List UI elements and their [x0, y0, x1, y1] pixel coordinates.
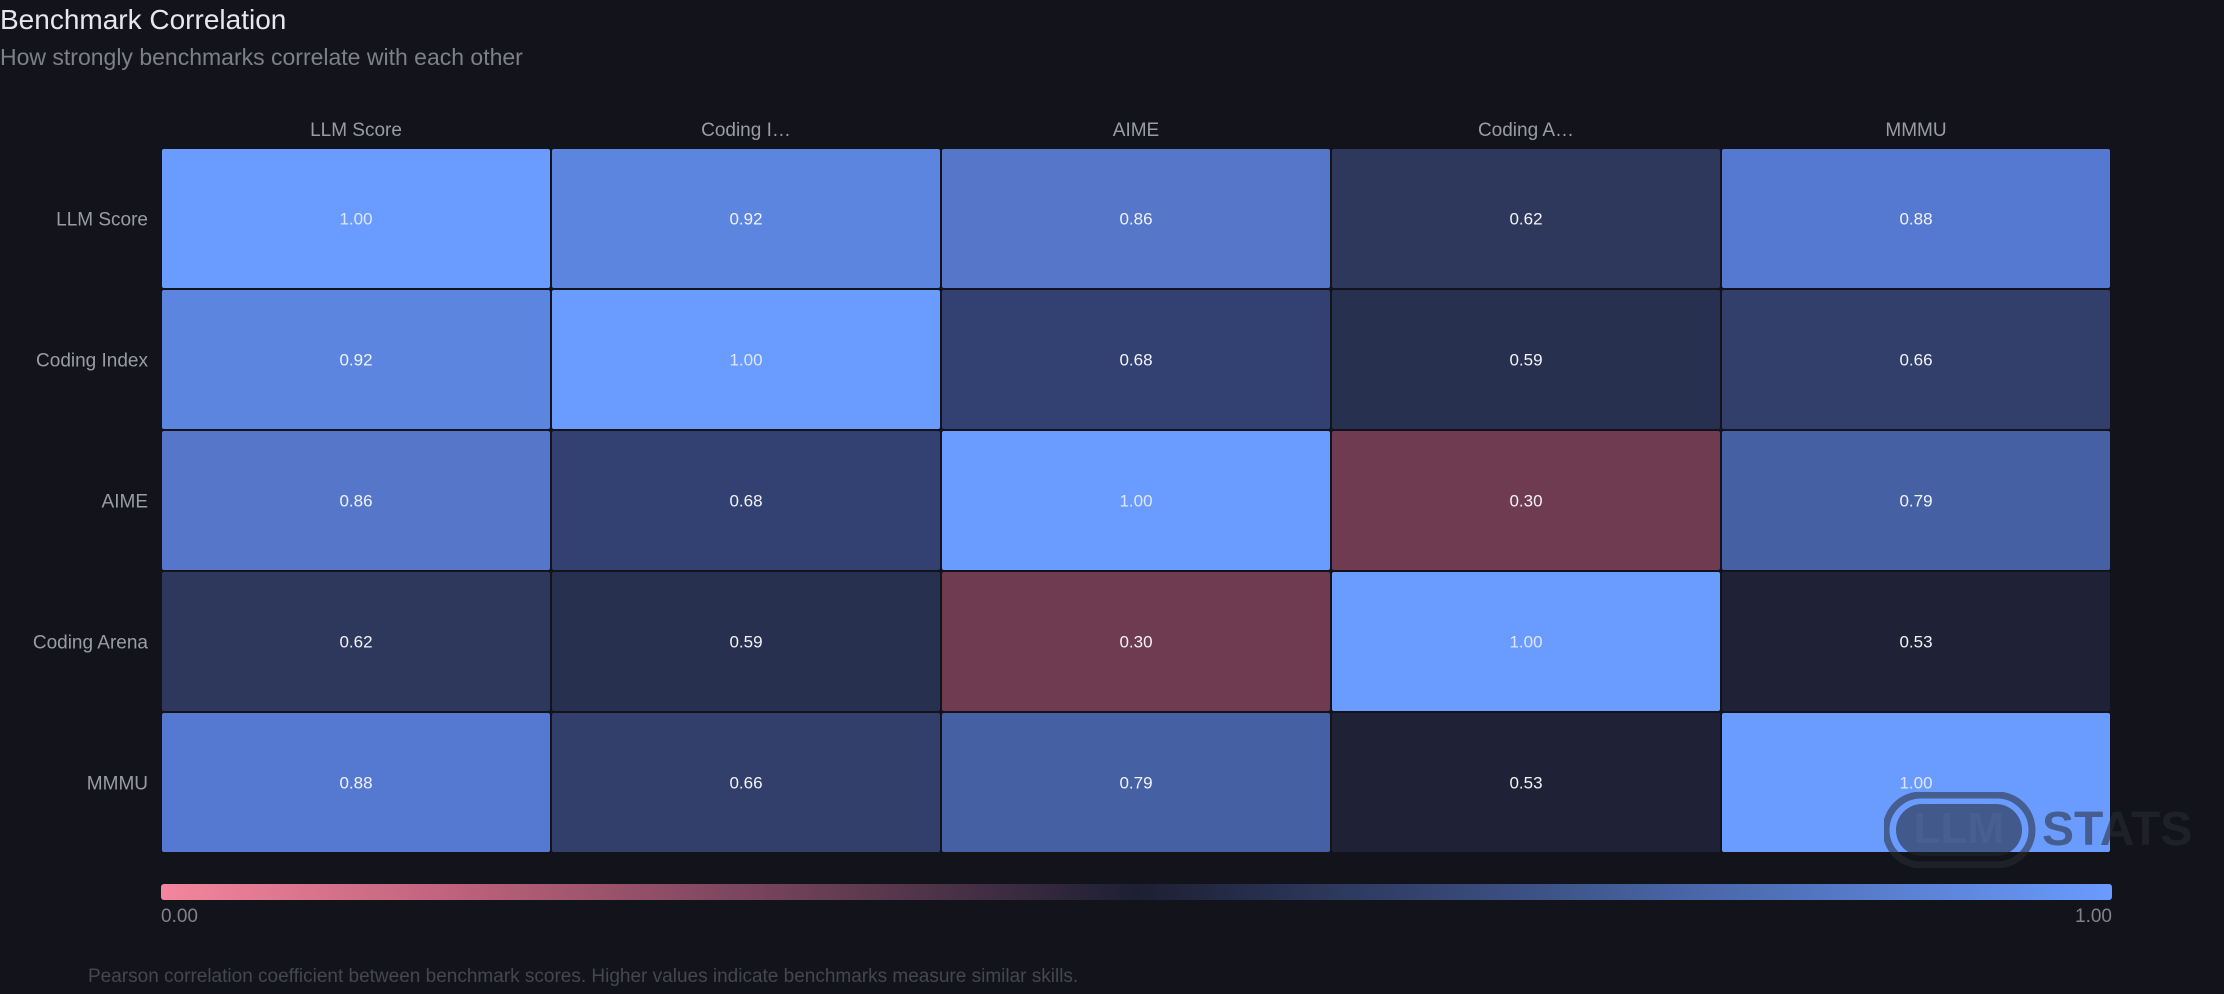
heatmap-cell[interactable] — [162, 431, 550, 570]
cell-value-label: 0.62 — [339, 633, 372, 652]
chart-subtitle: How strongly benchmarks correlate with e… — [0, 44, 523, 70]
heatmap-cell[interactable] — [1332, 713, 1720, 852]
heatmap-cell[interactable] — [1332, 149, 1720, 288]
cell-value-label: 0.59 — [729, 633, 762, 652]
svg-text:STATS: STATS — [2042, 803, 2192, 856]
row-label: Coding Arena — [33, 633, 149, 654]
heatmap-cell[interactable] — [942, 290, 1330, 429]
cell-value-label: 1.00 — [1119, 492, 1152, 511]
cell-value-label: 0.53 — [1509, 774, 1542, 793]
cell-value-label: 0.66 — [1899, 351, 1932, 370]
cell-value-label: 0.88 — [1899, 210, 1932, 229]
row-label: Coding Index — [36, 351, 148, 372]
llm-stats-watermark-logo: LLM STATS — [1884, 792, 2192, 868]
heatmap-cell[interactable] — [942, 149, 1330, 288]
heatmap-cell[interactable] — [1722, 431, 2110, 570]
heatmap-cell[interactable] — [1722, 572, 2110, 711]
heatmap-cell[interactable] — [1332, 431, 1720, 570]
cell-value-label: 0.86 — [339, 492, 372, 511]
column-label: Coding A… — [1478, 120, 1574, 141]
heatmap-cell[interactable] — [942, 431, 1330, 570]
row-label: AIME — [102, 492, 148, 513]
chart-title: Benchmark Correlation — [0, 4, 287, 35]
color-scale-max-label: 1.00 — [2075, 906, 2112, 927]
heatmap-cell[interactable] — [1722, 149, 2110, 288]
heatmap-cell[interactable] — [552, 431, 940, 570]
heatmap-cell[interactable] — [552, 290, 940, 429]
column-label: MMMU — [1885, 120, 1946, 141]
heatmap-cell[interactable] — [1332, 290, 1720, 429]
cell-value-label: 0.62 — [1509, 210, 1542, 229]
cell-value-label: 0.92 — [339, 351, 372, 370]
cell-value-label: 1.00 — [1509, 633, 1542, 652]
cell-value-label: 0.59 — [1509, 351, 1542, 370]
heatmap-cell[interactable] — [162, 572, 550, 711]
heatmap-cell[interactable] — [552, 572, 940, 711]
svg-text:LLM: LLM — [1914, 804, 2004, 853]
correlation-heatmap: LLM Score Coding I… AIME Coding A… MMMU LLM S… — [33, 120, 2110, 852]
cell-value-label: 0.30 — [1509, 492, 1542, 511]
chart-footnote: Pearson correlation coefficient between … — [88, 966, 1079, 987]
column-label: AIME — [1113, 120, 1159, 141]
heatmap-cell[interactable] — [1332, 572, 1720, 711]
cell-value-label: 1.00 — [1899, 774, 1932, 793]
cell-value-label: 0.66 — [729, 774, 762, 793]
cell-value-label: 0.79 — [1899, 492, 1932, 511]
column-label: LLM Score — [310, 120, 402, 141]
heatmap-cell[interactable] — [942, 713, 1330, 852]
row-label: LLM Score — [56, 210, 148, 231]
color-scale-bar — [161, 884, 2112, 900]
cell-value-label: 0.92 — [729, 210, 762, 229]
cell-value-label: 0.86 — [1119, 210, 1152, 229]
column-label: Coding I… — [701, 120, 791, 141]
cell-value-label: 0.88 — [339, 774, 372, 793]
cell-value-label: 1.00 — [729, 351, 762, 370]
cell-value-label: 0.30 — [1119, 633, 1152, 652]
heatmap-cell[interactable] — [162, 713, 550, 852]
heatmap-cell[interactable] — [162, 290, 550, 429]
heatmap-cell[interactable] — [1722, 290, 2110, 429]
color-scale-min-label: 0.00 — [161, 906, 198, 927]
row-label: MMMU — [87, 774, 148, 795]
cell-value-label: 1.00 — [339, 210, 372, 229]
cell-value-label: 0.53 — [1899, 633, 1932, 652]
heatmap-cell[interactable] — [942, 572, 1330, 711]
heatmap-cell[interactable] — [162, 149, 550, 288]
heatmap-cell[interactable] — [552, 713, 940, 852]
cell-value-label: 0.79 — [1119, 774, 1152, 793]
cell-value-label: 0.68 — [1119, 351, 1152, 370]
cell-value-label: 0.68 — [729, 492, 762, 511]
heatmap-cell[interactable] — [552, 149, 940, 288]
